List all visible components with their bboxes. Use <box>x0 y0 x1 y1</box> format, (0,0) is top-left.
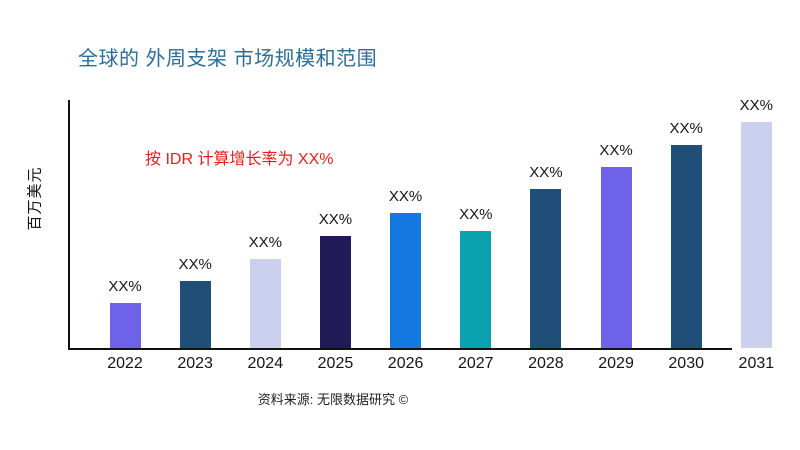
x-tick-label-2025: 2025 <box>317 355 354 372</box>
bar-value-label-2027: XX% <box>459 206 493 223</box>
bar-2022 <box>109 303 141 348</box>
x-tick-label-2024: 2024 <box>247 355 284 372</box>
x-tick-label-2028: 2028 <box>528 355 564 372</box>
bar-value-label-2023: XX% <box>178 256 212 273</box>
bar-2029 <box>600 167 632 348</box>
bar-2031 <box>740 122 772 348</box>
source-attribution: 资料来源: 无限数据研究 © <box>257 392 409 407</box>
bar-value-label-2030: XX% <box>669 120 703 137</box>
bar-value-label-2031: XX% <box>739 97 774 114</box>
x-tick-label-2023: 2023 <box>177 355 213 372</box>
x-tick-label-2026: 2026 <box>387 355 424 372</box>
bar-value-label-2024: XX% <box>248 234 282 251</box>
bar-value-label-2026: XX% <box>388 188 423 205</box>
y-axis-title: 百万美元 <box>26 166 44 231</box>
bar-2025 <box>319 236 351 348</box>
chart-title: 全球的 外周支架 市场规模和范围 <box>78 48 378 70</box>
y-axis-line <box>68 100 70 349</box>
x-tick-label-2029: 2029 <box>598 355 634 372</box>
x-axis-line <box>68 348 732 350</box>
bar-value-label-2029: XX% <box>599 142 633 159</box>
x-tick-label-2030: 2030 <box>668 355 704 372</box>
bar-2030 <box>670 145 702 348</box>
bar-value-label-2025: XX% <box>318 211 353 228</box>
x-tick-label-2031: 2031 <box>738 355 775 372</box>
x-tick-label-2022: 2022 <box>107 355 143 372</box>
growth-rate-annotation: 按 IDR 计算增长率为 XX% <box>145 151 334 168</box>
bar-2023 <box>179 281 211 348</box>
bar-2027 <box>460 231 492 348</box>
bar-value-label-2028: XX% <box>529 164 563 181</box>
bar-value-label-2022: XX% <box>108 278 142 295</box>
x-tick-label-2027: 2027 <box>457 355 494 372</box>
bar-2026 <box>390 213 422 348</box>
bar-2024 <box>249 259 281 348</box>
bar-2028 <box>530 189 562 348</box>
